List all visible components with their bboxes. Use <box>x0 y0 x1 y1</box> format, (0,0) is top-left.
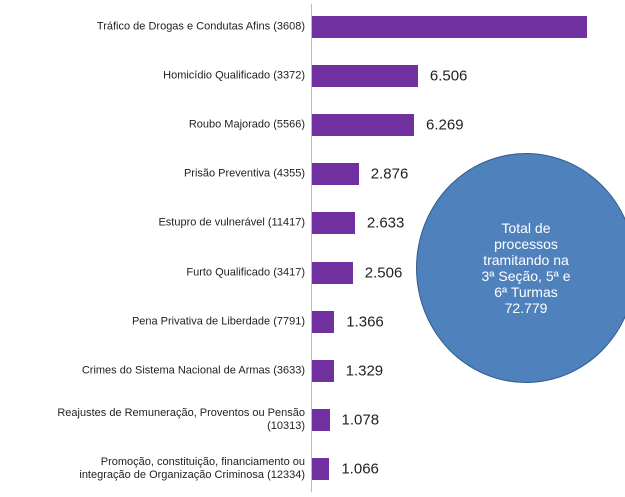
category-label: Promoção, constituição, financiamento ou… <box>79 455 305 481</box>
bar <box>312 457 330 480</box>
value-label: 1.078 <box>341 411 380 429</box>
annotation-text: 72.779 <box>504 300 548 316</box>
annotation-text: 3ª Seção, 5ª e <box>481 268 571 284</box>
bar <box>312 408 330 431</box>
category-label: Reajustes de Remuneração, Proventos ou P… <box>57 406 305 432</box>
annotation-text: tramitando na <box>483 252 569 268</box>
annotation-text: Total de <box>501 220 551 236</box>
value-label: 2.506 <box>364 264 403 281</box>
bar <box>312 163 359 186</box>
bar <box>312 359 334 382</box>
value-label: 1.366 <box>346 313 384 331</box>
category-label: Pena Privativa de Liberdade (7791) <box>131 315 305 328</box>
bar <box>312 65 418 88</box>
category-label: Crimes do Sistema Nacional de Armas (363… <box>81 364 305 377</box>
category-label: Estupro de vulnerável (11417) <box>158 216 305 229</box>
category-label: Roubo Majorado (5566) <box>188 118 305 131</box>
bar <box>312 16 587 38</box>
value-label: 1.066 <box>341 460 379 478</box>
axis-line <box>311 4 312 492</box>
bar <box>312 310 335 333</box>
category-label: Furto Qualificado (3417) <box>186 266 305 278</box>
bar <box>312 114 414 137</box>
annotation-ellipse: Total de processos tramitando na 3ª Seção, … <box>416 153 625 383</box>
value-label: 2.633 <box>366 214 405 232</box>
category-label: Homicídio Qualificado (3372) <box>163 69 305 82</box>
value-label: 6.506 <box>429 67 468 85</box>
annotation-text: processos <box>494 236 558 252</box>
bar <box>312 212 355 235</box>
value-label: 1.329 <box>345 362 384 380</box>
bar <box>312 261 353 284</box>
category-label: Prisão Preventiva (4355) <box>183 167 305 180</box>
category-label: Tráfico de Drogas e Condutas Afins (3608… <box>96 20 305 33</box>
value-label: 6.269 <box>426 116 464 134</box>
annotation-text: 6ª Turmas <box>494 284 558 300</box>
value-label: 2.876 <box>370 165 409 183</box>
